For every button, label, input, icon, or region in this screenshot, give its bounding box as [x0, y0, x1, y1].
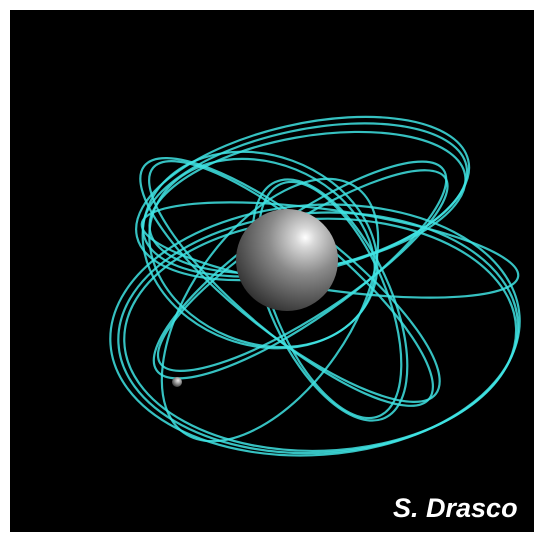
small-sphere	[172, 377, 182, 387]
central-sphere	[236, 209, 338, 311]
caption: S. Drasco	[393, 493, 518, 523]
